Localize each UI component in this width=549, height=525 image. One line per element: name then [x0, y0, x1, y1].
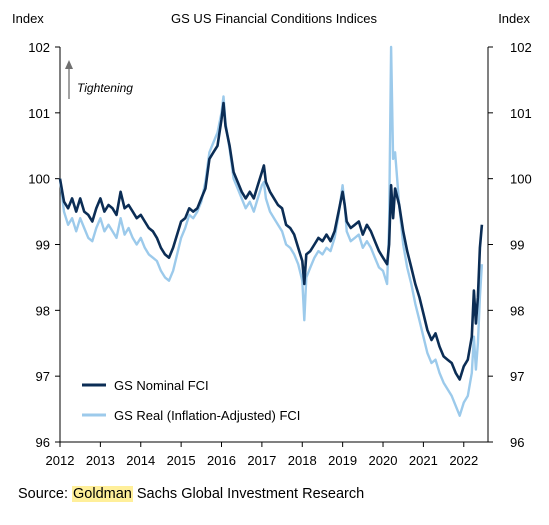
y-tick-label-left-2: 98	[36, 303, 50, 318]
fci-line-chart: Index GS US Financial Conditions Indices…	[0, 0, 549, 480]
left-axis-unit: Index	[12, 11, 44, 26]
y-tick-label-left-6: 102	[28, 40, 50, 55]
tightening-arrowhead	[65, 60, 73, 69]
y-tick-label-right-6: 102	[510, 40, 532, 55]
y-tick-label-left-0: 96	[36, 435, 50, 450]
source-note: Source: Goldman Sachs Global Investment …	[18, 486, 364, 502]
series-layer	[60, 47, 482, 416]
x-tick-label-1: 2013	[86, 453, 115, 468]
series-line-nominal	[60, 103, 482, 380]
x-tick-label-2: 2014	[126, 453, 155, 468]
x-tick-label-7: 2019	[328, 453, 357, 468]
y-tick-label-right-3: 99	[510, 238, 524, 253]
x-tick-label-6: 2018	[288, 453, 317, 468]
x-tick-label-10: 2022	[449, 453, 478, 468]
y-tick-label-right-1: 97	[510, 369, 524, 384]
y-tick-label-left-1: 97	[36, 369, 50, 384]
x-tick-label-0: 2012	[46, 453, 75, 468]
y-tick-label-right-4: 100	[510, 172, 532, 187]
x-tick-label-8: 2020	[369, 453, 398, 468]
source-highlight: Goldman	[72, 486, 133, 502]
x-tick-label-5: 2017	[247, 453, 276, 468]
x-tick-label-9: 2021	[409, 453, 438, 468]
tightening-label: Tightening	[77, 81, 133, 95]
legend: GS Nominal FCI GS Real (Inflation-Adjust…	[82, 378, 300, 423]
y-tick-label-left-5: 101	[28, 106, 50, 121]
y-tick-label-right-0: 96	[510, 435, 524, 450]
x-tick-label-3: 2015	[167, 453, 196, 468]
x-tick-label-4: 2016	[207, 453, 236, 468]
source-suffix: Sachs Global Investment Research	[133, 486, 364, 502]
source-prefix: Source:	[18, 486, 72, 502]
series-line-real	[60, 47, 482, 416]
y-tick-label-left-4: 100	[28, 172, 50, 187]
legend-label-real: GS Real (Inflation-Adjusted) FCI	[114, 408, 300, 423]
chart-title: GS US Financial Conditions Indices	[171, 11, 377, 26]
y-tick-label-left-3: 99	[36, 238, 50, 253]
right-axis-unit: Index	[498, 11, 530, 26]
legend-label-nominal: GS Nominal FCI	[114, 378, 209, 393]
axes-group: 96 96 97 97 98 98 99 99 100 100 101 101 102 102 2012 20…	[28, 40, 531, 468]
y-tick-label-right-5: 101	[510, 106, 532, 121]
tightening-annotation: Tightening	[65, 60, 133, 99]
y-tick-label-right-2: 98	[510, 303, 524, 318]
